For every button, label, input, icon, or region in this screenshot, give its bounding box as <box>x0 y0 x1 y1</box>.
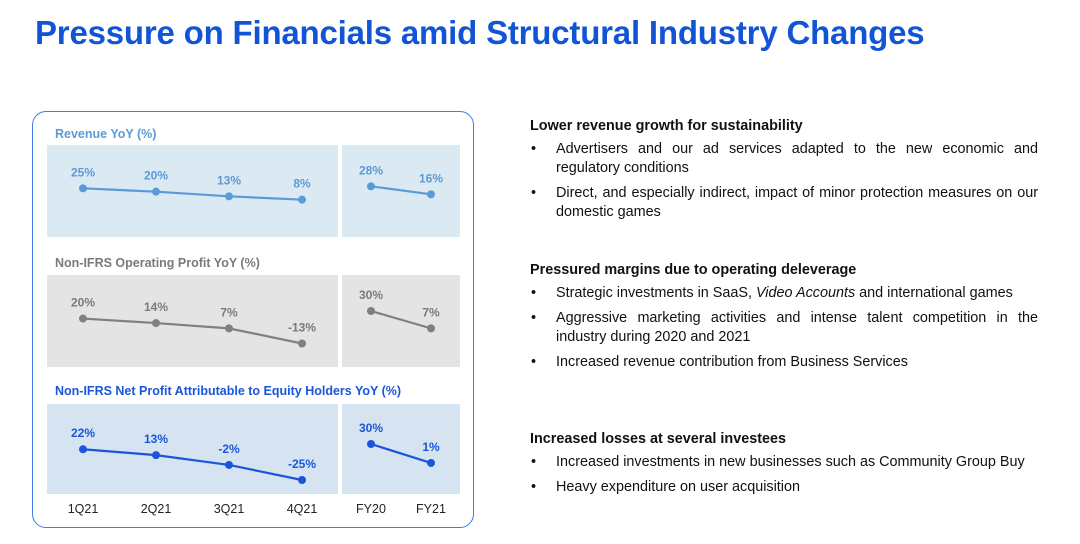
page-title: Pressure on Financials amid Structural I… <box>35 14 925 51</box>
op-profit-chart-title: Non-IFRS Operating Profit YoY (%) <box>55 256 260 270</box>
section-heading: Increased losses at several investees <box>530 431 787 447</box>
revenue-point <box>152 187 160 196</box>
net-profit-annual-bg <box>342 404 460 494</box>
revenue-data-label: 25% <box>71 165 95 179</box>
bullet-item: Aggressive marketing activities and inte… <box>530 309 1038 347</box>
revenue-quarterly-bg <box>47 145 338 237</box>
op-profit-data-label: 7% <box>422 305 440 319</box>
net-profit-point <box>152 451 160 460</box>
net-profit-data-label: 30% <box>359 421 383 435</box>
charts-panel <box>32 111 474 528</box>
net-profit-point <box>79 445 87 454</box>
op-profit-point <box>367 307 375 315</box>
op-profit-data-label: -13% <box>288 320 316 334</box>
op-profit-point <box>225 324 233 333</box>
revenue-annual-line <box>370 185 432 196</box>
op-profit-data-label: 20% <box>71 296 95 310</box>
op-profit-point <box>152 319 160 328</box>
net-profit-annual-line <box>370 442 432 465</box>
op-profit-annual-line <box>370 309 432 330</box>
op-profit-quarterly-bg <box>47 275 338 367</box>
op-profit-data-label: 30% <box>359 288 383 302</box>
net-profit-point <box>225 460 233 469</box>
x-tick-label: 2Q21 <box>141 502 172 516</box>
revenue-point <box>298 195 306 204</box>
op-profit-annual-bg <box>342 275 460 367</box>
bullet-text: Strategic investments in SaaS, Video Acc… <box>556 285 1013 301</box>
op-profit-point <box>427 324 435 333</box>
net-profit-quarterly-line <box>82 448 303 482</box>
net-profit-point <box>427 458 435 467</box>
revenue-data-label: 16% <box>419 171 443 185</box>
bullet-item: Increased revenue contribution from Busi… <box>530 353 1038 372</box>
bullet-item: Strategic investments in SaaS, Video Acc… <box>530 284 1038 303</box>
op-profit-data-label: 14% <box>144 300 168 314</box>
net-profit-data-label: 13% <box>144 432 168 446</box>
section-heading: Lower revenue growth for sustainability <box>530 118 803 134</box>
bullet-item: Heavy expenditure on user acquisition <box>530 478 1038 497</box>
net-profit-data-label: -2% <box>218 442 240 456</box>
section-margins: Pressured margins due to operating delev… <box>530 262 1038 378</box>
net-profit-point <box>298 476 306 484</box>
revenue-chart-title: Revenue YoY (%) <box>55 127 157 141</box>
revenue-data-label: 8% <box>293 177 311 191</box>
revenue-point <box>79 184 87 193</box>
section-heading: Pressured margins due to operating delev… <box>530 262 857 278</box>
section-revenue: Lower revenue growth for sustainability … <box>530 118 1038 228</box>
net-profit-chart-title: Non-IFRS Net Profit Attributable to Equi… <box>55 384 402 398</box>
revenue-data-label: 20% <box>144 169 168 183</box>
x-tick-label: 1Q21 <box>68 502 99 516</box>
net-profit-data-label: 22% <box>71 426 95 440</box>
op-profit-data-label: 7% <box>220 305 238 319</box>
x-tick-label: 3Q21 <box>214 502 245 516</box>
revenue-point <box>367 182 375 191</box>
revenue-point <box>225 192 233 201</box>
revenue-data-label: 13% <box>217 173 241 187</box>
bullet-item: Direct, and especially indirect, impact … <box>530 184 1038 222</box>
op-profit-point <box>298 339 306 348</box>
emphasis-text: Video Accounts <box>755 285 856 301</box>
revenue-quarterly-line <box>82 187 303 201</box>
net-profit-point <box>367 440 375 448</box>
revenue-point <box>427 190 435 199</box>
x-tick-label: FY21 <box>416 502 446 516</box>
x-tick-label: 4Q21 <box>287 502 318 516</box>
net-profit-data-label: -25% <box>288 457 316 471</box>
bullet-item: Advertisers and our ad services adapted … <box>530 140 1038 178</box>
x-tick-label: FY20 <box>356 502 386 516</box>
op-profit-quarterly-line <box>82 317 303 345</box>
revenue-data-label: 28% <box>359 163 383 177</box>
net-profit-data-label: 1% <box>422 440 440 454</box>
section-investees: Increased losses at several investees In… <box>530 431 1038 503</box>
op-profit-point <box>79 314 87 323</box>
net-profit-quarterly-bg <box>47 404 338 494</box>
bullet-item: Increased investments in new businesses … <box>530 453 1038 472</box>
